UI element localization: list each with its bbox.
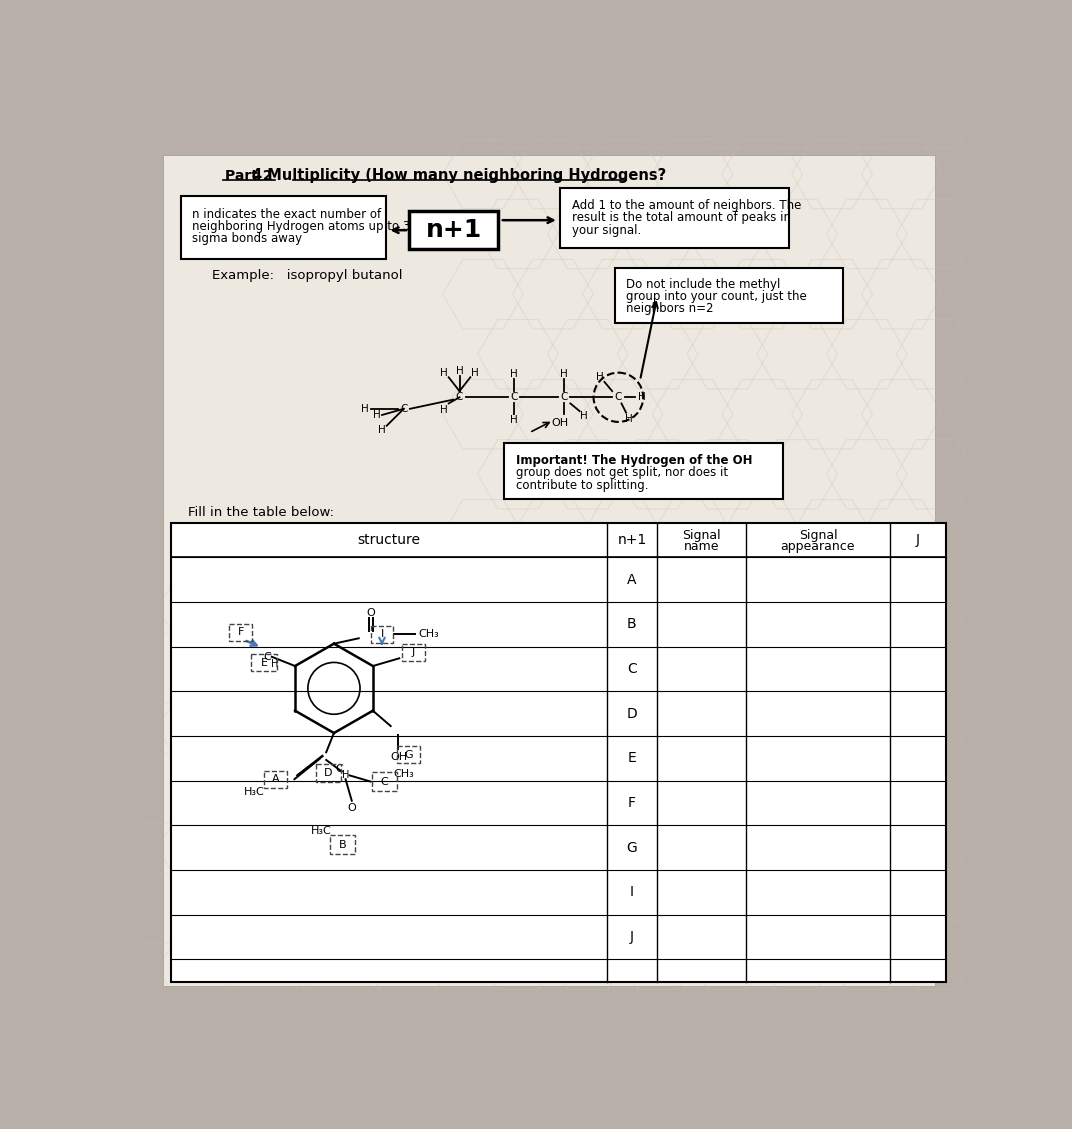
Text: H: H — [625, 414, 634, 423]
Text: C: C — [336, 764, 343, 774]
Text: H: H — [342, 770, 349, 780]
Text: C: C — [264, 651, 271, 662]
Text: n indicates the exact number of: n indicates the exact number of — [192, 208, 382, 220]
Text: G: G — [404, 750, 413, 760]
Text: Important! The Hydrogen of the OH: Important! The Hydrogen of the OH — [516, 454, 753, 467]
Text: I: I — [630, 885, 634, 900]
Text: Do not include the methyl: Do not include the methyl — [626, 278, 780, 290]
Text: H: H — [271, 659, 279, 669]
Text: D: D — [626, 707, 638, 720]
Bar — [316, 764, 341, 782]
Text: C: C — [456, 392, 463, 402]
Text: sigma bonds away: sigma bonds away — [192, 233, 302, 245]
Bar — [264, 771, 287, 788]
Text: neighboring Hydrogen atoms up to 3: neighboring Hydrogen atoms up to 3 — [192, 220, 411, 233]
Text: H: H — [361, 404, 369, 414]
Text: B: B — [627, 618, 637, 631]
Text: B: B — [339, 840, 346, 850]
Text: Fill in the table below:: Fill in the table below: — [189, 506, 334, 519]
Text: Signal: Signal — [799, 530, 837, 542]
Text: H: H — [441, 404, 448, 414]
Text: A: A — [272, 774, 280, 785]
Text: J: J — [915, 533, 920, 548]
Text: n+1: n+1 — [426, 218, 482, 243]
Text: H: H — [471, 368, 479, 377]
Text: group does not get split, nor does it: group does not get split, nor does it — [516, 466, 728, 479]
Text: E: E — [260, 658, 268, 668]
Text: H: H — [373, 410, 382, 420]
Text: name: name — [684, 540, 719, 553]
Text: A: A — [627, 572, 637, 587]
Bar — [229, 623, 252, 640]
Text: H₃C: H₃C — [311, 825, 331, 835]
Text: H: H — [510, 415, 518, 426]
Text: result is the total amount of peaks in: result is the total amount of peaks in — [571, 211, 791, 225]
Bar — [172, 523, 947, 982]
Text: H: H — [561, 369, 568, 379]
Text: Add 1 to the amount of neighbors. The: Add 1 to the amount of neighbors. The — [571, 199, 801, 212]
Text: contribute to splitting.: contribute to splitting. — [516, 479, 649, 491]
Text: H: H — [638, 392, 645, 402]
Text: C: C — [561, 392, 568, 402]
Bar — [410, 211, 498, 250]
Text: F: F — [628, 796, 636, 811]
Text: appearance: appearance — [780, 540, 855, 553]
Text: 4 Multiplicity (How many neighboring Hydrogens?: 4 Multiplicity (How many neighboring Hyd… — [252, 168, 667, 183]
Text: C: C — [510, 392, 518, 402]
Text: n+1: n+1 — [617, 533, 646, 548]
Bar — [371, 625, 392, 642]
Bar — [330, 835, 355, 854]
Bar — [561, 187, 789, 248]
Text: F: F — [238, 627, 244, 637]
Text: H: H — [378, 426, 386, 436]
Text: I: I — [381, 630, 384, 639]
Text: H: H — [580, 411, 589, 421]
Text: structure: structure — [357, 533, 420, 548]
Text: neighbors n=2: neighbors n=2 — [626, 303, 714, 315]
Text: your signal.: your signal. — [571, 224, 641, 237]
Text: H: H — [456, 366, 463, 376]
Bar — [372, 772, 397, 790]
Text: J: J — [412, 647, 415, 657]
Text: CH₃: CH₃ — [418, 630, 438, 639]
Text: C: C — [400, 404, 407, 414]
Text: CH₃: CH₃ — [393, 769, 414, 779]
Text: Part 2: Part 2 — [225, 168, 272, 183]
Text: OH: OH — [551, 418, 568, 428]
Text: O: O — [347, 803, 356, 813]
Text: group into your count, just the: group into your count, just the — [626, 290, 807, 303]
Text: O: O — [367, 607, 375, 618]
Text: C: C — [627, 662, 637, 676]
Text: C: C — [381, 777, 388, 787]
Text: E: E — [627, 752, 637, 765]
Text: Example:   isopropyl butanol: Example: isopropyl butanol — [211, 269, 402, 282]
Text: H: H — [510, 369, 518, 379]
Bar — [251, 655, 278, 672]
Bar — [402, 644, 425, 660]
Bar — [505, 444, 784, 499]
Text: J: J — [630, 930, 634, 944]
Text: D: D — [324, 768, 332, 778]
Bar — [614, 268, 843, 323]
Text: H₃C: H₃C — [243, 787, 265, 797]
Text: Signal: Signal — [683, 530, 721, 542]
Bar — [180, 195, 386, 259]
Text: H: H — [596, 373, 604, 383]
Text: C: C — [614, 392, 622, 402]
Text: H: H — [441, 368, 448, 377]
Bar — [397, 746, 420, 763]
Text: OH: OH — [390, 752, 407, 762]
Text: G: G — [626, 841, 638, 855]
